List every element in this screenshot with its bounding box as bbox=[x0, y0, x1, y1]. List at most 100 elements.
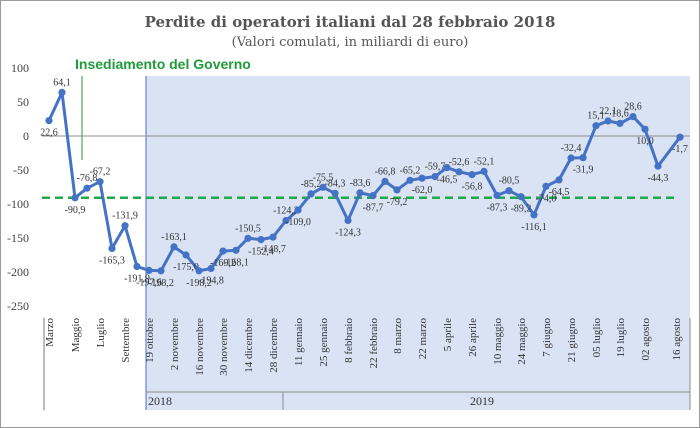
data-point bbox=[45, 117, 53, 125]
x-tick-label: 21 giugno bbox=[566, 318, 578, 363]
data-label: -87,7 bbox=[363, 203, 384, 214]
data-point bbox=[244, 234, 252, 242]
data-point bbox=[282, 216, 290, 225]
data-label: -109,0 bbox=[285, 217, 311, 228]
chart-subtitle: (Valori comulati, in miliardi di euro) bbox=[231, 35, 469, 50]
y-tick-label: -150 bbox=[7, 231, 29, 245]
data-label: -85,2 bbox=[301, 179, 322, 190]
chart-title: Perdite di operatori italiani dal 28 feb… bbox=[144, 13, 556, 31]
data-point bbox=[356, 189, 364, 197]
data-point bbox=[294, 206, 302, 214]
data-label: 22,1 bbox=[599, 106, 617, 117]
data-point bbox=[381, 177, 389, 185]
y-tick-label: -200 bbox=[7, 265, 29, 279]
x-tick-label: 19 luglio bbox=[615, 318, 627, 358]
data-label: -32,4 bbox=[561, 143, 582, 154]
x-tick-label: 8 marzo bbox=[392, 318, 404, 354]
data-point bbox=[170, 243, 178, 251]
year-label: 2018 bbox=[148, 394, 172, 408]
data-label: 10,0 bbox=[636, 136, 654, 147]
data-point bbox=[579, 154, 587, 162]
x-tick-label: 26 aprile bbox=[467, 318, 479, 357]
data-label: -175,0 bbox=[173, 262, 199, 273]
data-point bbox=[71, 194, 79, 202]
y-tick-label: -250 bbox=[7, 299, 29, 313]
data-label: -67,2 bbox=[90, 167, 111, 178]
data-label: -116,1 bbox=[521, 222, 546, 233]
data-label: -87,3 bbox=[487, 202, 508, 213]
year-label: 2019 bbox=[470, 394, 494, 408]
data-point bbox=[616, 119, 624, 127]
data-label: -152,4 bbox=[248, 247, 274, 258]
x-tick-label: 10 maggio bbox=[492, 318, 504, 365]
data-label: -83,6 bbox=[350, 178, 371, 189]
data-label: -52,6 bbox=[449, 157, 470, 168]
data-label: -76,8 bbox=[77, 173, 98, 184]
data-label: -65,2 bbox=[400, 165, 421, 176]
data-label: -194,8 bbox=[198, 276, 224, 287]
data-label: -31,9 bbox=[573, 165, 594, 176]
data-point bbox=[604, 117, 612, 125]
y-tick-label: -100 bbox=[7, 197, 29, 211]
data-point bbox=[195, 267, 203, 275]
data-label: -124,2 bbox=[273, 206, 299, 217]
data-label: -66,8 bbox=[375, 166, 396, 177]
data-point bbox=[654, 162, 662, 170]
data-label: -197,6 bbox=[136, 277, 162, 288]
data-point bbox=[207, 264, 215, 273]
data-label: -198,2 bbox=[148, 278, 174, 289]
data-point bbox=[121, 222, 129, 230]
data-label: 22,6 bbox=[40, 128, 58, 139]
data-label: -74,0 bbox=[536, 193, 557, 204]
data-label: -150,5 bbox=[235, 223, 261, 234]
data-label: -46,5 bbox=[437, 175, 458, 186]
y-tick-label: 50 bbox=[17, 95, 29, 109]
data-label: -56,8 bbox=[462, 182, 483, 193]
data-point bbox=[418, 174, 426, 182]
data-label: -62,0 bbox=[412, 185, 433, 196]
data-label: -165,3 bbox=[99, 255, 125, 266]
x-tick-label: 28 dicembre bbox=[268, 318, 280, 373]
data-label: -80,5 bbox=[499, 176, 520, 187]
data-label: -75,5 bbox=[313, 172, 334, 183]
data-label: -191,9 bbox=[124, 274, 150, 285]
data-point bbox=[307, 190, 315, 198]
data-point bbox=[406, 176, 414, 184]
data-point bbox=[431, 173, 439, 181]
data-point bbox=[232, 246, 240, 254]
data-label: -84,3 bbox=[325, 178, 346, 189]
data-point bbox=[505, 187, 513, 195]
data-point bbox=[592, 122, 600, 130]
x-tick-label: 30 novembre bbox=[218, 318, 230, 376]
data-label: -44,3 bbox=[648, 173, 669, 184]
x-tick-label: 02 agosto bbox=[640, 318, 652, 361]
x-tick-label: 11 gennaio bbox=[293, 318, 305, 367]
data-point bbox=[182, 251, 190, 259]
x-tick-label: 16 novembre bbox=[194, 318, 206, 376]
data-label: -131,9 bbox=[112, 211, 138, 222]
x-tick-label: 05 luglio bbox=[591, 318, 603, 358]
y-tick-label: 0 bbox=[23, 129, 29, 143]
data-point bbox=[133, 262, 141, 271]
data-label: -169,2 bbox=[210, 258, 236, 269]
data-point bbox=[468, 171, 476, 179]
x-tick-label: 25 gennaio bbox=[318, 318, 330, 367]
data-point bbox=[319, 183, 327, 191]
x-tick-label: Settembre bbox=[120, 318, 132, 363]
data-point bbox=[493, 191, 501, 199]
data-point bbox=[145, 266, 153, 274]
data-point bbox=[676, 133, 684, 141]
data-point bbox=[393, 186, 401, 194]
data-label: -124,3 bbox=[335, 228, 361, 239]
data-point bbox=[641, 125, 649, 133]
data-label: -163,1 bbox=[161, 232, 187, 243]
x-tick-label: Marzo bbox=[44, 318, 56, 347]
data-point bbox=[542, 182, 550, 190]
data-point bbox=[480, 167, 488, 175]
data-point bbox=[443, 164, 451, 172]
data-point bbox=[96, 178, 104, 186]
data-label: -89,2 bbox=[511, 204, 532, 215]
y-tick-label: 100 bbox=[11, 61, 29, 75]
data-label: 15,1 bbox=[587, 111, 605, 122]
